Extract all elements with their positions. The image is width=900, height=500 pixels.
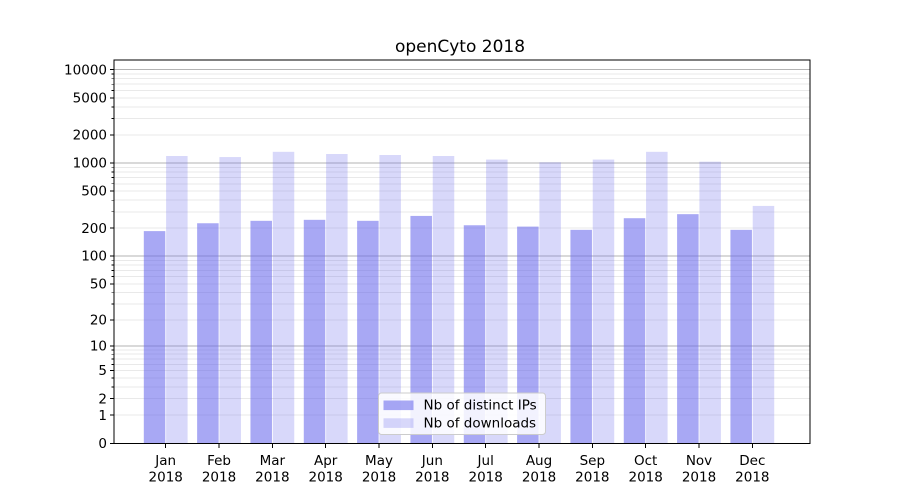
- y-tick-label: 5: [98, 363, 107, 379]
- bar-distinct-ips-feb: [197, 223, 219, 444]
- bar-downloads-oct: [646, 151, 668, 444]
- y-tick-label: 200: [81, 221, 107, 237]
- bar-distinct-ips-aug: [517, 226, 539, 444]
- bar-downloads-dec: [752, 205, 775, 444]
- x-tick-label-month: Jun: [421, 453, 443, 469]
- bar-downloads-aug: [539, 162, 561, 444]
- legend-label-distinct-ips: Nb of distinct IPs: [424, 398, 537, 414]
- bar-downloads-jul: [486, 159, 508, 444]
- legend-swatch-distinct-ips: [383, 400, 414, 411]
- bar-distinct-ips-oct: [623, 218, 646, 444]
- plot-border: [113, 59, 811, 444]
- bar-distinct-ips-nov: [677, 214, 699, 444]
- x-tick-label-year: 2018: [309, 470, 343, 486]
- x-tick-label-month: Apr: [314, 453, 338, 469]
- y-tick-label: 2000: [73, 128, 107, 144]
- x-tick-label-month: Oct: [634, 453, 657, 469]
- chart-title: openCyto 2018: [395, 37, 525, 57]
- bar-distinct-ips-mar: [250, 220, 272, 444]
- x-tick-label-year: 2018: [255, 470, 289, 486]
- x-tick-label-year: 2018: [202, 470, 236, 486]
- x-tick-label-year: 2018: [149, 470, 183, 486]
- x-tick-label-month: Nov: [686, 453, 712, 469]
- x-tick-label-month: Mar: [260, 453, 286, 469]
- bar-downloads-mar: [272, 151, 295, 444]
- x-tick-label-year: 2018: [628, 470, 662, 486]
- x-tick-label-month: Jul: [477, 453, 494, 469]
- legend-swatch-downloads: [383, 418, 414, 428]
- x-tick-label-year: 2018: [682, 470, 716, 486]
- x-tick-label-month: Sep: [580, 453, 605, 469]
- y-tick-label: 20: [90, 312, 107, 328]
- bar-downloads-feb: [219, 157, 241, 444]
- x-tick-label-year: 2018: [575, 470, 609, 486]
- bar-downloads-jun: [432, 156, 455, 444]
- y-tick-label: 5000: [73, 90, 107, 106]
- bar-downloads-apr: [326, 154, 348, 444]
- bar-distinct-ips-sep: [570, 229, 592, 444]
- x-tick-label-year: 2018: [415, 470, 449, 486]
- x-tick-label-month: Aug: [526, 453, 552, 469]
- bar-distinct-ips-jan: [143, 231, 166, 444]
- bar-distinct-ips-jun: [410, 215, 432, 444]
- y-tick-label: 10: [90, 339, 107, 355]
- y-tick-label: 50: [90, 276, 107, 292]
- bar-distinct-ips-apr: [303, 219, 326, 444]
- y-tick-label: 100: [81, 249, 107, 265]
- bar-distinct-ips-dec: [730, 229, 752, 444]
- x-tick-label-month: Dec: [739, 453, 765, 469]
- bar-distinct-ips-jul: [463, 225, 486, 444]
- bar-downloads-nov: [699, 161, 721, 444]
- bar-downloads-may: [379, 155, 401, 444]
- x-tick-label-year: 2018: [362, 470, 396, 486]
- x-tick-label-year: 2018: [522, 470, 556, 486]
- bar-distinct-ips-may: [357, 220, 379, 444]
- y-tick-label: 1000: [73, 156, 107, 172]
- y-tick-label: 500: [81, 184, 107, 200]
- y-tick-label: 1: [98, 408, 107, 424]
- y-tick-label: 10000: [64, 62, 107, 78]
- x-tick-label-month: May: [365, 453, 393, 469]
- y-tick-label: 0: [98, 436, 107, 452]
- legend-box: [378, 392, 546, 435]
- bar-downloads-sep: [592, 159, 615, 444]
- x-tick-label-year: 2018: [469, 470, 503, 486]
- legend-label-downloads: Nb of downloads: [424, 416, 537, 432]
- bar-downloads-jan: [166, 156, 188, 444]
- x-tick-label-month: Jan: [154, 453, 176, 469]
- y-tick-label: 2: [98, 391, 107, 407]
- x-tick-label-year: 2018: [735, 470, 769, 486]
- x-tick-label-month: Feb: [207, 453, 231, 469]
